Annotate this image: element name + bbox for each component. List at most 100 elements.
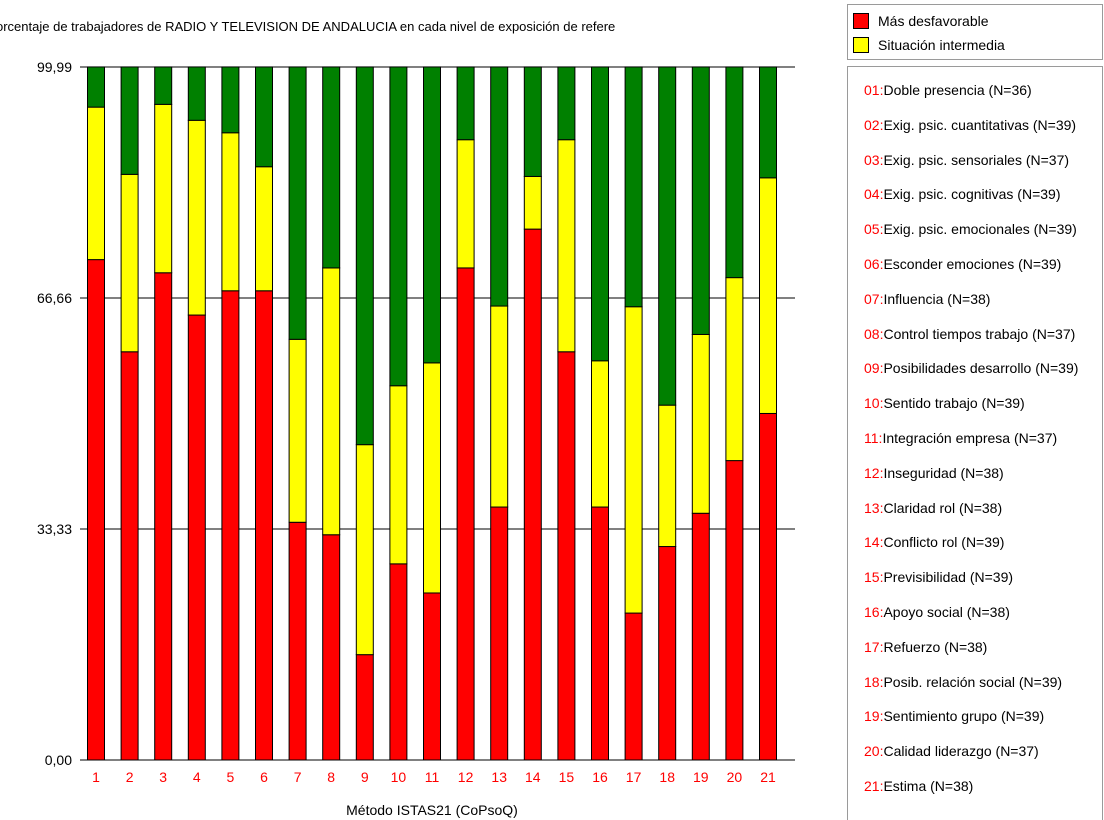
bar-segment-1-s2 <box>87 66 105 108</box>
dimension-item: 21:Estima (N=38) <box>864 777 1102 796</box>
x-tick-label: 9 <box>361 769 369 785</box>
dimension-item: 17:Refuerzo (N=38) <box>864 638 1102 657</box>
dimension-number: 09: <box>864 360 884 377</box>
dimension-label: Posib. relación social (N=39) <box>883 673 1063 690</box>
bar-segment-16-s0 <box>591 506 609 761</box>
bar-segment-2-s2 <box>120 66 139 175</box>
bar-segment-17-s1 <box>624 306 643 614</box>
dimension-number: 05: <box>864 221 884 238</box>
bar-segment-20-s1 <box>725 277 744 462</box>
y-tick-label: 0,00 <box>45 752 72 768</box>
chart-title: orcentaje de trabajadores de RADIO Y TEL… <box>0 19 615 34</box>
bar-segment-21-s1 <box>759 177 777 414</box>
bar-segment-6-s0 <box>255 290 273 761</box>
bar-segment-1-s0 <box>87 259 105 761</box>
dimension-label: Estima (N=38) <box>883 778 974 794</box>
x-tick-label: 14 <box>525 769 541 785</box>
bar-segment-6-s2 <box>255 66 273 168</box>
bar-segment-18-s2 <box>658 66 677 406</box>
x-tick-label: 13 <box>491 769 507 785</box>
x-tick-label: 18 <box>659 769 675 785</box>
legend-swatch-red <box>853 13 869 29</box>
x-tick-label: 16 <box>592 769 608 785</box>
bar-segment-10-s2 <box>389 66 408 387</box>
bar-segment-14-s1 <box>523 175 542 230</box>
legend-swatch-yellow <box>853 37 869 53</box>
bar-segment-16-s2 <box>591 66 609 362</box>
x-tick-label: 17 <box>626 769 642 785</box>
dimension-label: Inseguridad (N=38) <box>883 464 1004 481</box>
y-tick-label: 99,99 <box>37 59 72 75</box>
bar-segment-10-s1 <box>389 385 408 565</box>
bar-segment-17-s2 <box>624 66 643 308</box>
dimension-number: 12: <box>864 464 884 481</box>
bar-segment-3-s2 <box>154 66 173 105</box>
dimension-number: 14: <box>864 534 884 551</box>
x-tick-label: 3 <box>159 769 167 785</box>
dimension-label: Calidad liderazgo (N=37) <box>883 743 1039 760</box>
dimension-label: Previsibilidad (N=39) <box>883 569 1014 586</box>
dimension-label: Exig. psic. sensoriales (N=37) <box>883 151 1070 168</box>
dimension-item: 15:Previsibilidad (N=39) <box>864 568 1102 587</box>
dimension-number: 15: <box>864 569 884 586</box>
dimension-item: 04:Exig. psic. cognitivas (N=39) <box>864 185 1102 204</box>
dimension-item: 13:Claridad rol (N=38) <box>864 499 1102 518</box>
bar-segment-2-s1 <box>120 173 139 353</box>
bar-segment-17-s0 <box>624 612 643 761</box>
dimension-label: Claridad rol (N=38) <box>883 499 1003 516</box>
bar-segment-19-s0 <box>691 512 710 761</box>
dimension-label: Sentido trabajo (N=39) <box>883 395 1025 412</box>
bar-segment-9-s0 <box>355 654 374 761</box>
dimension-item: 05:Exig. psic. emocionales (N=39) <box>864 220 1102 239</box>
x-axis-label: Método ISTAS21 (CoPsoQ) <box>346 802 518 818</box>
dimension-number: 04: <box>864 186 884 203</box>
x-tick-label: 1 <box>92 769 100 785</box>
dimension-label: Control tiempos trabajo (N=37) <box>883 325 1076 342</box>
bar-segment-15-s2 <box>557 66 576 141</box>
x-axis-ticks: 1 2 3 4 5 6 7 8 9 10 11 12 13 14 15 16 17 18 19 20 21 <box>92 769 776 785</box>
dimension-label: Integración empresa (N=37) <box>882 430 1058 446</box>
stacked-bar-chart: orcentaje de trabajadores de RADIO Y TEL… <box>0 19 795 818</box>
dimension-number: 10: <box>864 395 884 412</box>
bar-segment-8-s1 <box>322 267 341 536</box>
bar-segment-5-s2 <box>221 66 240 134</box>
bar-segment-20-s2 <box>725 66 744 279</box>
legend: Más desfavorable Situación intermedia <box>847 4 1103 60</box>
bar-segment-15-s0 <box>557 351 576 761</box>
dimension-item: 08:Control tiempos trabajo (N=37) <box>864 325 1102 344</box>
x-tick-label: 15 <box>559 769 575 785</box>
bar-segment-9-s1 <box>355 444 374 656</box>
dimension-number: 19: <box>864 708 884 725</box>
bar-segment-1-s1 <box>87 106 105 261</box>
dimension-item: 07:Influencia (N=38) <box>864 290 1102 309</box>
dimension-label: Refuerzo (N=38) <box>883 638 988 655</box>
bar-segment-2-s0 <box>120 351 139 761</box>
dimension-item: 01:Doble presencia (N=36) <box>864 81 1102 100</box>
x-tick-label: 7 <box>294 769 302 785</box>
legend-item-mas-desfavorable: Más desfavorable <box>853 11 989 31</box>
dimension-label: Exig. psic. cuantitativas (N=39) <box>883 116 1077 133</box>
dimension-item: 11:Integración empresa (N=37) <box>864 429 1102 448</box>
bar-segment-12-s2 <box>456 66 475 141</box>
x-tick-label: 19 <box>693 769 709 785</box>
dimension-item: 06:Esconder emociones (N=39) <box>864 255 1102 274</box>
dimension-item: 19:Sentimiento grupo (N=39) <box>864 707 1102 726</box>
bar-segment-5-s0 <box>221 290 240 761</box>
bar-segment-21-s0 <box>759 412 777 761</box>
bar-segment-13-s2 <box>490 66 509 307</box>
bar-segment-18-s1 <box>658 404 677 548</box>
bar-segment-8-s0 <box>322 534 341 761</box>
y-axis-ticks: 0,00 33,33 66,66 99,99 <box>37 59 72 768</box>
dimension-number: 13: <box>864 499 884 516</box>
bar-segment-4-s0 <box>187 314 206 761</box>
x-tick-label: 12 <box>458 769 474 785</box>
x-tick-label: 4 <box>193 769 201 785</box>
dimension-label: Sentimiento grupo (N=39) <box>883 708 1045 725</box>
dimension-label: Apoyo social (N=38) <box>883 604 1010 620</box>
bar-segment-13-s1 <box>490 305 509 508</box>
dimension-number: 17: <box>864 638 884 655</box>
dimension-label: Doble presencia (N=36) <box>883 82 1032 98</box>
bar-segment-7-s2 <box>288 66 307 340</box>
dimension-number: 03: <box>864 151 884 168</box>
bar-segment-9-s2 <box>355 66 374 446</box>
